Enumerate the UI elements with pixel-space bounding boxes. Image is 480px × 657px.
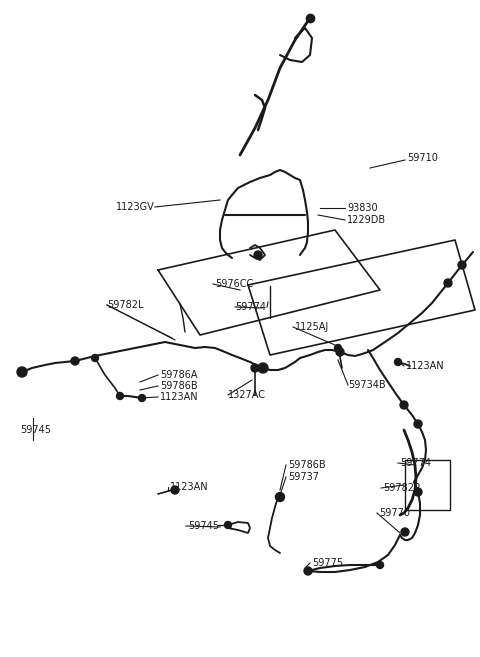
- Text: 1123AN: 1123AN: [170, 482, 209, 492]
- Text: 59782L: 59782L: [107, 300, 144, 310]
- Circle shape: [336, 348, 344, 356]
- Text: 59774: 59774: [235, 302, 266, 312]
- Text: 1229DB: 1229DB: [347, 215, 386, 225]
- Circle shape: [414, 488, 422, 496]
- Text: 1125AJ: 1125AJ: [295, 322, 329, 332]
- Text: 59737: 59737: [288, 472, 319, 482]
- Text: 59710: 59710: [407, 153, 438, 163]
- Text: 1123AN: 1123AN: [406, 361, 444, 371]
- Circle shape: [335, 344, 341, 351]
- Text: 59774: 59774: [400, 458, 431, 468]
- Circle shape: [401, 528, 409, 536]
- Text: 1327AC: 1327AC: [228, 390, 266, 400]
- Circle shape: [414, 420, 422, 428]
- Text: 59775: 59775: [312, 558, 343, 568]
- Text: 93830: 93830: [347, 203, 378, 213]
- Circle shape: [251, 364, 259, 372]
- Circle shape: [171, 486, 179, 494]
- Circle shape: [92, 355, 98, 361]
- Circle shape: [444, 279, 452, 287]
- Circle shape: [376, 562, 384, 568]
- Circle shape: [225, 522, 231, 528]
- Circle shape: [400, 401, 408, 409]
- Text: 59786B: 59786B: [288, 460, 325, 470]
- Text: 59786A: 59786A: [160, 370, 197, 380]
- Circle shape: [458, 261, 466, 269]
- Circle shape: [139, 394, 145, 401]
- Text: 5976CC: 5976CC: [215, 279, 253, 289]
- Text: 59745: 59745: [188, 521, 219, 531]
- Text: 1123GV: 1123GV: [116, 202, 155, 212]
- Circle shape: [304, 567, 312, 575]
- Text: 59770: 59770: [379, 508, 410, 518]
- Circle shape: [395, 359, 401, 365]
- Text: 1123AN: 1123AN: [160, 392, 199, 402]
- Circle shape: [117, 392, 123, 399]
- Text: 59782R: 59782R: [383, 483, 421, 493]
- Circle shape: [276, 493, 285, 501]
- Text: 59745: 59745: [20, 425, 51, 435]
- Text: 59786B: 59786B: [160, 381, 198, 391]
- Circle shape: [258, 363, 268, 373]
- Circle shape: [254, 251, 262, 259]
- Circle shape: [17, 367, 27, 377]
- Text: 59734B: 59734B: [348, 380, 385, 390]
- Circle shape: [71, 357, 79, 365]
